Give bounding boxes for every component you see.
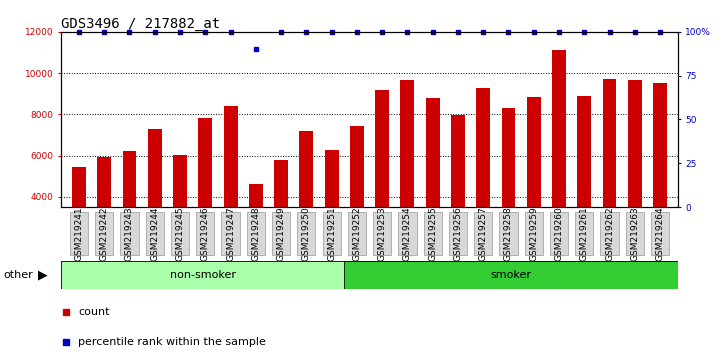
Text: percentile rank within the sample: percentile rank within the sample <box>79 337 266 347</box>
Text: other: other <box>4 270 33 280</box>
FancyBboxPatch shape <box>322 212 341 256</box>
Text: ▶: ▶ <box>38 268 48 281</box>
Bar <box>224 106 237 279</box>
Text: GSM219261: GSM219261 <box>580 206 589 261</box>
Text: GSM219248: GSM219248 <box>252 206 260 261</box>
Text: GSM219249: GSM219249 <box>277 206 286 261</box>
Bar <box>578 96 591 279</box>
FancyBboxPatch shape <box>196 212 214 256</box>
Bar <box>400 80 415 279</box>
Bar <box>502 108 516 279</box>
FancyBboxPatch shape <box>474 212 492 256</box>
Text: GSM219253: GSM219253 <box>378 206 386 261</box>
FancyBboxPatch shape <box>61 261 344 289</box>
Bar <box>425 98 440 279</box>
FancyBboxPatch shape <box>348 212 366 256</box>
Text: smoker: smoker <box>490 270 531 280</box>
FancyBboxPatch shape <box>398 212 417 256</box>
Bar <box>451 115 465 279</box>
Text: GSM219254: GSM219254 <box>403 206 412 261</box>
Text: GSM219251: GSM219251 <box>327 206 336 261</box>
FancyBboxPatch shape <box>95 212 113 256</box>
Text: GSM219263: GSM219263 <box>630 206 640 261</box>
FancyBboxPatch shape <box>423 212 442 256</box>
Text: GSM219244: GSM219244 <box>150 206 159 261</box>
FancyBboxPatch shape <box>297 212 316 256</box>
Bar <box>148 129 162 279</box>
Text: GSM219250: GSM219250 <box>302 206 311 261</box>
FancyBboxPatch shape <box>500 212 518 256</box>
Bar <box>274 160 288 279</box>
Text: GSM219264: GSM219264 <box>655 206 665 261</box>
Bar <box>552 50 566 279</box>
FancyBboxPatch shape <box>344 261 678 289</box>
FancyBboxPatch shape <box>449 212 467 256</box>
Bar <box>299 131 314 279</box>
Bar <box>653 84 667 279</box>
Text: GSM219245: GSM219245 <box>175 206 185 261</box>
FancyBboxPatch shape <box>146 212 164 256</box>
Bar <box>628 80 642 279</box>
Text: GSM219242: GSM219242 <box>99 206 109 261</box>
Bar <box>249 184 262 279</box>
Bar <box>72 167 86 279</box>
Text: non-smoker: non-smoker <box>169 270 236 280</box>
FancyBboxPatch shape <box>626 212 644 256</box>
FancyBboxPatch shape <box>221 212 239 256</box>
FancyBboxPatch shape <box>373 212 392 256</box>
FancyBboxPatch shape <box>171 212 189 256</box>
Bar <box>324 150 339 279</box>
Text: GSM219252: GSM219252 <box>353 206 361 261</box>
Text: GSM219255: GSM219255 <box>428 206 437 261</box>
Text: GSM219247: GSM219247 <box>226 206 235 261</box>
Text: GSM219260: GSM219260 <box>554 206 564 261</box>
Text: GSM219257: GSM219257 <box>479 206 487 261</box>
Bar <box>97 156 111 279</box>
Text: GSM219256: GSM219256 <box>454 206 462 261</box>
FancyBboxPatch shape <box>575 212 593 256</box>
Bar <box>477 87 490 279</box>
Bar <box>375 90 389 279</box>
FancyBboxPatch shape <box>70 212 88 256</box>
FancyBboxPatch shape <box>651 212 669 256</box>
Text: GSM219259: GSM219259 <box>529 206 539 261</box>
Text: GSM219243: GSM219243 <box>125 206 134 261</box>
FancyBboxPatch shape <box>272 212 290 256</box>
Bar <box>198 119 212 279</box>
Bar <box>527 97 541 279</box>
FancyBboxPatch shape <box>601 212 619 256</box>
Text: GSM219258: GSM219258 <box>504 206 513 261</box>
Text: GDS3496 / 217882_at: GDS3496 / 217882_at <box>61 17 221 31</box>
FancyBboxPatch shape <box>120 212 138 256</box>
Text: count: count <box>79 307 110 317</box>
FancyBboxPatch shape <box>247 212 265 256</box>
Bar <box>123 152 136 279</box>
Bar <box>350 126 364 279</box>
Bar <box>173 154 187 279</box>
Text: GSM219262: GSM219262 <box>605 206 614 261</box>
FancyBboxPatch shape <box>525 212 543 256</box>
Bar <box>603 79 616 279</box>
Text: GSM219246: GSM219246 <box>200 206 210 261</box>
Text: GSM219241: GSM219241 <box>74 206 84 261</box>
FancyBboxPatch shape <box>550 212 568 256</box>
